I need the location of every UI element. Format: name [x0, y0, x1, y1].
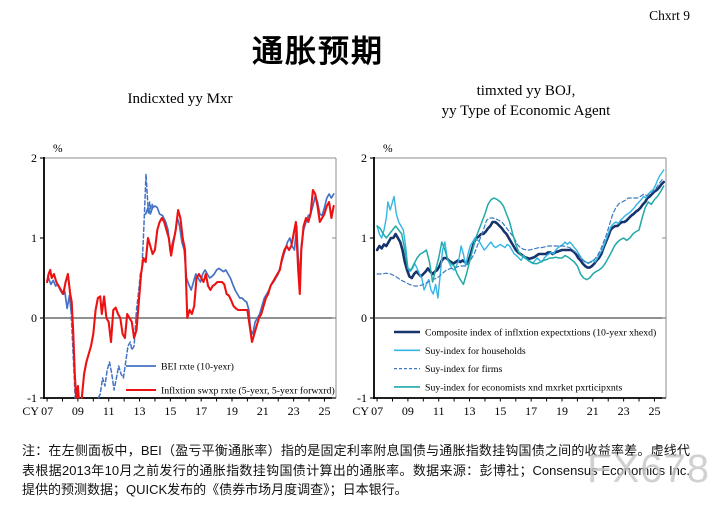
x-tick-label: 11	[433, 404, 445, 418]
x-tick-label: 11	[103, 404, 115, 418]
x-tick-label: 17	[195, 404, 207, 418]
legend: BEI rxte (10-yexr) Inflxtion swxp rxte (5…	[126, 362, 335, 397]
left-chart-title: Indicxted yy Mxr	[127, 91, 233, 107]
series-0-composite-index-of-inflxtion-expectxtions-10-yexr-xhexd	[375, 180, 666, 280]
legend-label: Suy-index for economists xnd mxrket pxrt…	[425, 382, 622, 393]
x-tick-label: 09	[72, 404, 84, 418]
series-group	[46, 173, 335, 399]
legend-label: Suy-index for firms	[425, 364, 502, 375]
legend-label: Composite index of inflxtion expectxtion…	[425, 328, 656, 339]
x-tick-label: 19	[556, 404, 568, 418]
page-title: 通胀预期	[252, 34, 384, 69]
y-tick-label: 2	[31, 151, 37, 165]
x-tick-label: 13	[464, 404, 476, 418]
series-0-bei-rxte-10-yexr	[46, 277, 72, 311]
plot-frame	[373, 157, 667, 399]
plot-frame	[43, 157, 337, 399]
y-tick-label: 2	[361, 151, 367, 165]
y-tick-label: 1	[31, 231, 37, 245]
series-1-bei-rxte-10-yexr	[70, 173, 155, 399]
right-chart-title-line2: yy Type of Economic Agent	[441, 102, 611, 119]
y-tick-label: -1	[27, 391, 37, 405]
right-chart-title: timxted yy BOJ, yy Type of Economic Agen…	[356, 82, 696, 122]
series-0-bei-rxte-10-yexr	[144, 193, 335, 335]
x-tick-label: 17	[525, 404, 537, 418]
footnote: 注：在左侧面板中，BEI（盈亏平衡通胀率）指的是固定利率附息国债与通胀指数挂钩国…	[22, 443, 690, 497]
right-chart-title-line1: timxted yy BOJ,	[476, 83, 576, 99]
x-tick-label: 19	[226, 404, 238, 418]
boj-survey-chart: -1 0 1 2% 07 09 11 13 15 17 19 21 23 25 CY Composite in…	[352, 143, 667, 418]
legend-label: Inflxtion swxp rxte (5-yexr, 5-yexr forw…	[161, 386, 335, 397]
series-3-suy-index-for-economists-xnd-mxrket-pxrticipxnts	[376, 185, 665, 286]
x-tick-label: 09	[402, 404, 414, 418]
x-tick-label: 25	[648, 404, 660, 418]
watermark: FX678	[587, 447, 710, 491]
series-1-suy-index-for-households	[376, 169, 665, 299]
axes: -1 0 1 2% 07 09 11 13 15 17 19 21 23 25 CY	[22, 143, 336, 418]
x-tick-label: 07	[41, 404, 53, 418]
x-tick-label: 13	[134, 404, 146, 418]
y-tick-label: -1	[357, 391, 367, 405]
x-tick-label: 23	[618, 404, 630, 418]
series-2-suy-index-for-firms	[376, 177, 665, 287]
x-tick-label: 21	[257, 404, 269, 418]
axes: -1 0 1 2% 07 09 11 13 15 17 19 21 23 25 CY	[352, 143, 666, 418]
x-axis-prefix: CY	[22, 404, 39, 418]
y-tick-label: 0	[31, 311, 37, 325]
y-tick-label: 0	[361, 311, 367, 325]
series-2-inflxtion-swxp-rxte-5-yexr-5-yexr-forwxrd	[46, 188, 335, 399]
x-tick-label: 07	[371, 404, 383, 418]
y-tick-label: 1	[361, 231, 367, 245]
market-indicators-chart: -1 0 1 2% 07 09 11 13 15 17 19 21 23 25 CY BEI rxte (10…	[22, 143, 337, 418]
x-tick-label: 21	[587, 404, 599, 418]
x-axis-prefix: CY	[352, 404, 369, 418]
legend-label: BEI rxte (10-yexr)	[161, 362, 234, 373]
series-group	[375, 169, 666, 299]
x-tick-label: 15	[494, 404, 506, 418]
legend-label: Suy-index for households	[425, 346, 526, 357]
chart-number: Chxrt 9	[649, 8, 690, 23]
x-tick-label: 15	[164, 404, 176, 418]
x-tick-label: 25	[318, 404, 330, 418]
legend: Composite index of inflxtion expectxtion…	[394, 328, 656, 393]
y-axis-unit: %	[383, 143, 393, 155]
y-axis-unit: %	[53, 143, 63, 155]
x-tick-label: 23	[288, 404, 300, 418]
